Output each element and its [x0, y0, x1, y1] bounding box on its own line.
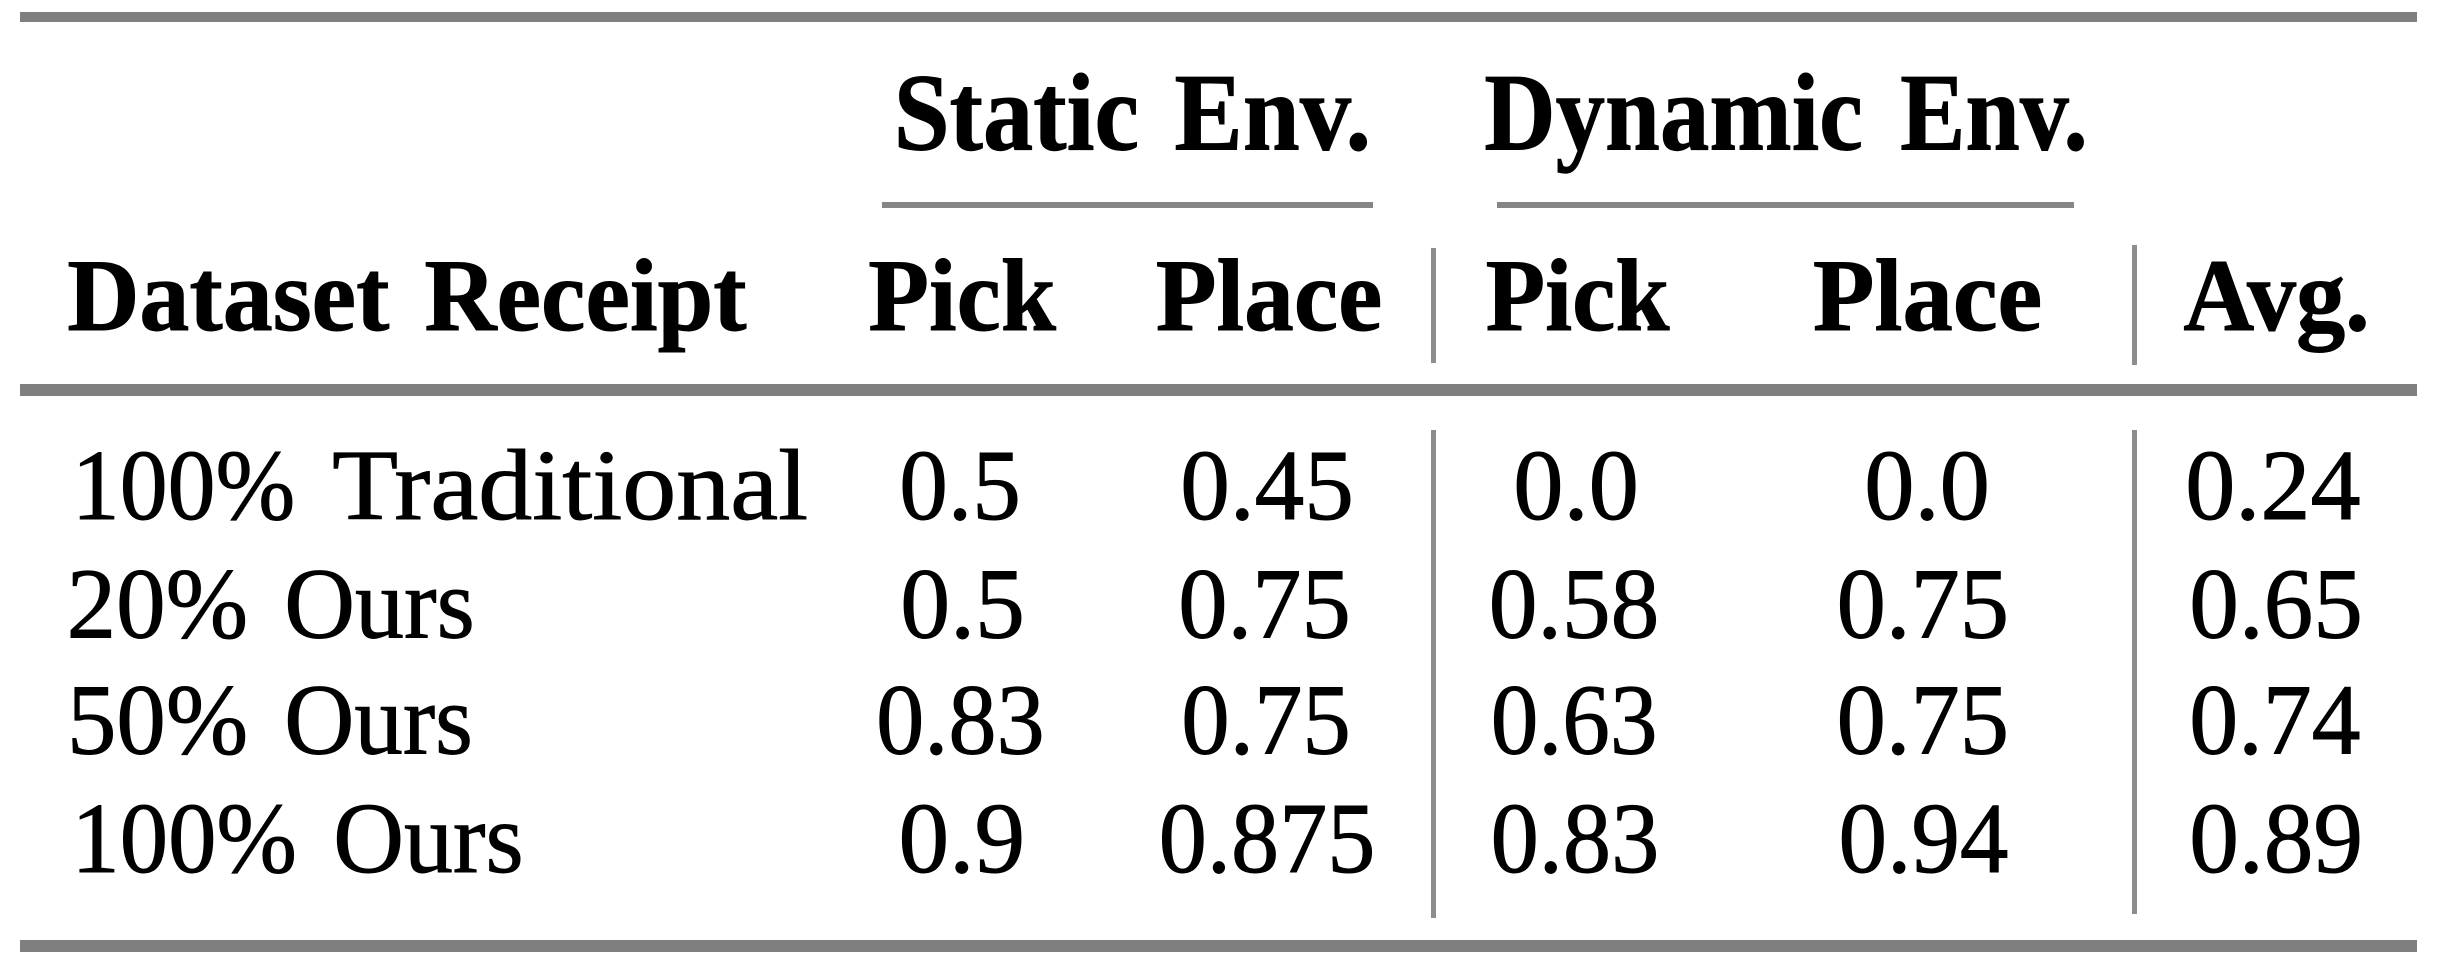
svg-text:0.94: 0.94 — [1839, 782, 2009, 894]
svg-text:Avg.: Avg. — [2183, 239, 2369, 353]
svg-text:0.5: 0.5 — [899, 429, 1021, 541]
svg-text:Dataset: Dataset — [67, 239, 389, 353]
svg-text:Ours: Ours — [284, 664, 473, 776]
svg-text:Traditional: Traditional — [332, 429, 808, 541]
svg-text:50%: 50% — [67, 664, 248, 776]
svg-text:100%: 100% — [71, 782, 297, 894]
svg-text:Receipt: Receipt — [424, 239, 746, 353]
svg-text:0.875: 0.875 — [1159, 782, 1376, 894]
svg-text:0.0: 0.0 — [1864, 429, 1990, 541]
svg-text:0.9: 0.9 — [899, 782, 1026, 894]
svg-text:Static: Static — [894, 52, 1139, 174]
svg-text:Env.: Env. — [1174, 52, 1371, 174]
svg-text:Ours: Ours — [284, 548, 475, 660]
svg-text:Env.: Env. — [1900, 52, 2088, 174]
svg-text:0.5: 0.5 — [900, 548, 1025, 660]
svg-text:Pick: Pick — [1486, 239, 1671, 353]
svg-text:100%: 100% — [72, 429, 295, 541]
svg-text:0.74: 0.74 — [2189, 664, 2360, 776]
svg-text:20%: 20% — [67, 548, 249, 660]
svg-text:0.89: 0.89 — [2189, 782, 2363, 894]
svg-text:0.75: 0.75 — [1837, 548, 2009, 660]
svg-text:0.75: 0.75 — [1181, 664, 1351, 776]
svg-text:0.83: 0.83 — [1491, 782, 1660, 894]
svg-text:0.75: 0.75 — [1178, 548, 1351, 660]
svg-text:0.0: 0.0 — [1513, 429, 1639, 541]
svg-text:Dynamic: Dynamic — [1484, 52, 1863, 174]
svg-text:0.83: 0.83 — [876, 664, 1045, 776]
svg-text:0.24: 0.24 — [2185, 429, 2360, 541]
svg-text:0.58: 0.58 — [1489, 548, 1660, 660]
svg-text:Place: Place — [1156, 239, 1383, 353]
svg-text:0.75: 0.75 — [1837, 664, 2009, 776]
svg-text:Ours: Ours — [333, 782, 524, 894]
svg-text:Pick: Pick — [868, 239, 1056, 353]
svg-text:0.63: 0.63 — [1491, 664, 1658, 776]
svg-text:0.65: 0.65 — [2189, 548, 2363, 660]
svg-text:Place: Place — [1813, 239, 2042, 353]
svg-text:0.45: 0.45 — [1180, 429, 1354, 541]
